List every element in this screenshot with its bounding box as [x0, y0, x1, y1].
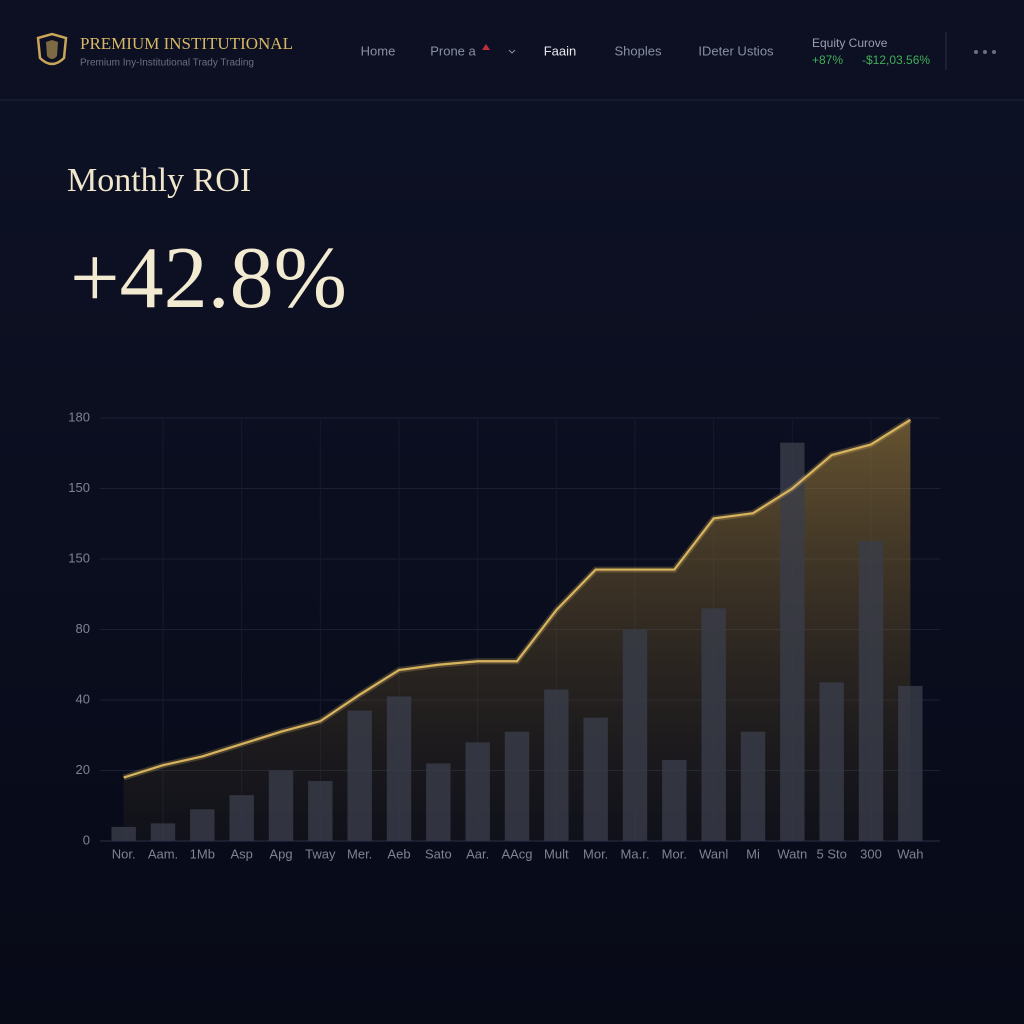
nav-link[interactable]: Shoples	[615, 43, 662, 58]
x-tick-label: Mi	[746, 846, 760, 861]
nav-link[interactable]: Home	[361, 43, 396, 58]
x-tick-label: Apg	[269, 846, 292, 861]
header-bar	[0, 0, 1024, 100]
x-tick-label: Wah	[897, 846, 923, 861]
x-tick-label: Wanl	[699, 846, 728, 861]
x-tick-label: Mer.	[347, 846, 372, 861]
bar	[662, 759, 687, 841]
bar	[622, 629, 648, 841]
x-tick-label: Aeb	[387, 846, 410, 861]
brand: PREMIUM INSTITUTIONAL	[80, 34, 293, 53]
x-tick-label: Sato	[425, 846, 452, 861]
x-tick-label: Watn	[777, 846, 807, 861]
tagline: Premium Iny-Institutional Trady Trading	[80, 58, 254, 69]
nav-link[interactable]: IDeter Ustios	[698, 43, 774, 58]
y-tick-label: 40	[76, 691, 90, 706]
bar	[544, 689, 569, 841]
bar	[347, 710, 372, 841]
more-menu[interactable]	[974, 50, 996, 54]
y-tick-label: 0	[83, 832, 90, 847]
x-tick-label: Aam.	[148, 846, 178, 861]
bar	[819, 682, 844, 841]
x-tick-label: AAcg	[501, 846, 532, 861]
nav-link[interactable]: Prone a	[430, 43, 476, 58]
bar	[898, 685, 923, 841]
logo-shield	[36, 32, 68, 66]
logo-inner	[46, 40, 58, 59]
y-tick-label: 80	[76, 621, 90, 636]
y-tick-label: 20	[76, 762, 90, 777]
bar	[150, 823, 176, 841]
y-tick-label: 150	[68, 550, 90, 565]
bar	[268, 770, 294, 841]
bar	[465, 742, 490, 841]
equity-line	[123, 418, 911, 779]
nav-arrow	[482, 44, 490, 50]
bar	[701, 608, 726, 841]
equity-label: Equity Curove	[812, 36, 888, 50]
x-tick-label: Mor.	[662, 846, 687, 861]
y-tick-label: 150	[68, 480, 90, 495]
bar	[740, 731, 766, 841]
equity-value: -$12,03.56%	[862, 53, 930, 67]
bar	[780, 442, 805, 841]
y-tick-label: 180	[68, 409, 90, 424]
x-tick-label: 300	[860, 846, 882, 861]
x-tick-label: Ma.r.	[621, 846, 650, 861]
x-tick-label: Aar.	[466, 846, 489, 861]
equity-change: +87%	[812, 53, 843, 67]
bar	[858, 541, 884, 841]
kpi-value: +42.8%	[70, 230, 347, 327]
bar	[583, 717, 608, 841]
bar	[190, 809, 215, 841]
x-tick-label: 5 Sto	[816, 846, 846, 861]
nav-link[interactable]: Faain	[544, 43, 577, 58]
bar	[426, 763, 451, 841]
nav-caret[interactable]	[508, 49, 516, 54]
x-tick-label: Mor.	[583, 846, 608, 861]
x-tick-label: Asp	[230, 846, 252, 861]
bar	[229, 795, 254, 841]
bar	[386, 696, 412, 841]
bar	[308, 781, 333, 841]
bar	[504, 731, 530, 841]
x-tick-label: Mult	[544, 846, 569, 861]
x-tick-label: Nor.	[112, 846, 136, 861]
x-tick-label: 1Mb	[190, 846, 215, 861]
bar	[111, 826, 136, 841]
x-tick-label: Tway	[305, 846, 336, 861]
kpi-label: Monthly ROI	[67, 162, 251, 199]
